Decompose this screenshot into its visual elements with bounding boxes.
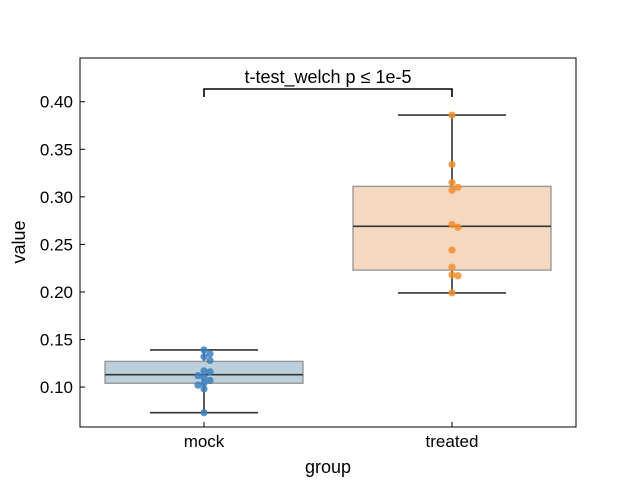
treated-data-point [454, 223, 462, 231]
mock-data-point [206, 356, 214, 365]
y-axis-label: value [9, 220, 29, 263]
y-tick-label: 0.10 [40, 378, 73, 397]
y-tick-label: 0.35 [40, 140, 73, 159]
mock-data-point [206, 350, 214, 358]
mock-data-point [194, 372, 202, 380]
x-tick-label: treated [426, 432, 479, 451]
mock-data-point [200, 353, 208, 361]
y-tick-label: 0.40 [40, 93, 73, 112]
treated-data-point [448, 160, 456, 169]
treated-data-point [454, 272, 462, 280]
y-tick-label: 0.20 [40, 283, 73, 302]
significance-annotation: t-test_welch p ≤ 1e-5 [245, 67, 412, 88]
mock-data-point [200, 379, 208, 387]
treated-data-point [448, 111, 456, 119]
treated-data-point [448, 178, 456, 187]
y-tick-label: 0.25 [40, 235, 73, 254]
treated-data-point [448, 186, 456, 194]
treated-data-point [448, 289, 456, 297]
mock-data-point [200, 409, 208, 417]
y-tick-label: 0.30 [40, 188, 73, 207]
mock-data-point [200, 346, 208, 354]
axes-frame [79, 57, 577, 428]
mock-data-point [206, 368, 214, 376]
mock-data-point [200, 385, 208, 393]
mock-data-point [194, 381, 202, 389]
treated-data-point [448, 263, 456, 271]
x-tick-label: mock [184, 432, 225, 451]
treated-data-point [448, 220, 456, 229]
mock-data-point [200, 367, 208, 375]
significance-bracket [203, 88, 453, 97]
treated-box [352, 185, 552, 271]
mock-data-point [206, 376, 214, 384]
treated-data-point [454, 183, 462, 191]
treated-data-point [448, 246, 456, 254]
x-axis-label: group [305, 457, 351, 477]
y-tick-label: 0.15 [40, 331, 73, 350]
mock-data-point [200, 373, 208, 382]
treated-data-point [448, 271, 456, 279]
